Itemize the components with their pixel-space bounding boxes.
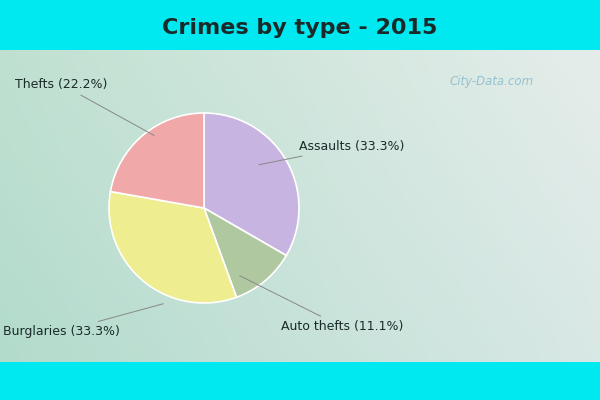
Wedge shape [204, 113, 299, 256]
Wedge shape [204, 208, 286, 297]
Wedge shape [109, 192, 236, 303]
Text: Thefts (22.2%): Thefts (22.2%) [16, 78, 154, 136]
Text: Burglaries (33.3%): Burglaries (33.3%) [3, 304, 163, 338]
Text: Crimes by type - 2015: Crimes by type - 2015 [163, 18, 437, 38]
Text: Auto thefts (11.1%): Auto thefts (11.1%) [240, 276, 403, 333]
Wedge shape [110, 113, 204, 208]
Text: Assaults (33.3%): Assaults (33.3%) [259, 140, 404, 165]
Text: City-Data.com: City-Data.com [450, 75, 534, 88]
